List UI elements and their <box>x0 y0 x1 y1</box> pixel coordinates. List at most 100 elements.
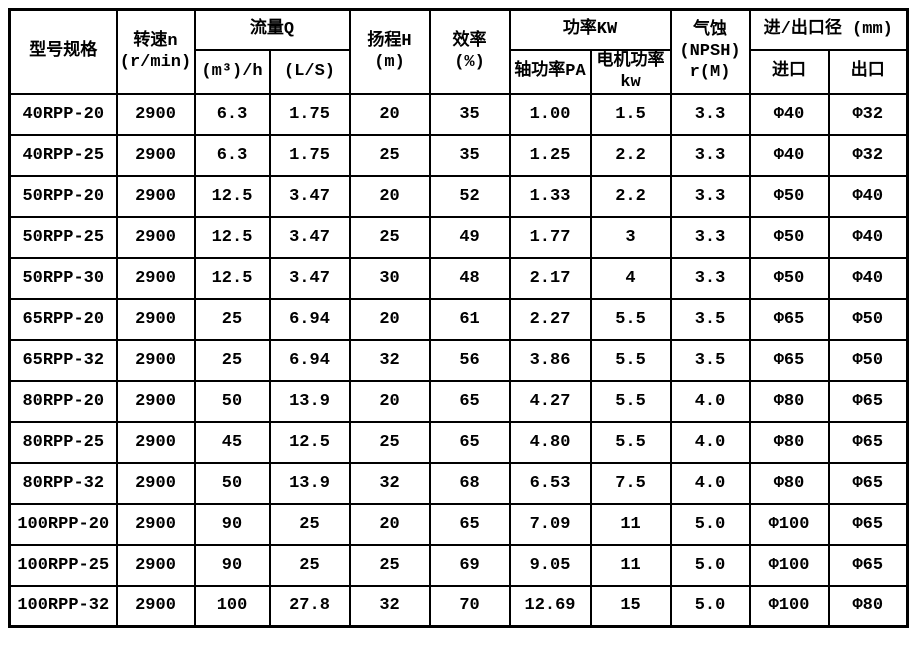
cell-eff: 69 <box>428 543 511 587</box>
speed-label-line1: 转速n <box>133 31 178 51</box>
cell-speed: 2900 <box>115 256 196 300</box>
cell-shaft: 7.09 <box>508 502 592 546</box>
cell-inlet: Φ65 <box>748 338 830 382</box>
cell-inlet: Φ50 <box>748 256 830 300</box>
npsh-label-line2: (NPSH) <box>679 42 741 62</box>
cell-npsh: 5.0 <box>669 502 751 546</box>
motor-power-label-line2: kw <box>620 72 641 92</box>
cell-npsh: 4.0 <box>669 379 751 423</box>
cell-model: 80RPP-25 <box>8 420 118 464</box>
cell-head: 32 <box>348 338 431 382</box>
cell-flow_ls: 3.47 <box>268 215 351 259</box>
table-row: 50RPP-30 2900 12.5 3.47 30 48 2.17 4 3.3 Φ50 Φ40 <box>8 256 909 300</box>
cell-head: 32 <box>348 584 431 628</box>
cell-flow_m3h: 6.3 <box>193 133 271 177</box>
cell-model: 65RPP-20 <box>8 297 118 341</box>
col-header-head: 扬程H (m) <box>348 8 431 95</box>
cell-flow_ls: 1.75 <box>268 92 351 136</box>
cell-head: 20 <box>348 174 431 218</box>
motor-power-label-line1: 电机功率 <box>596 51 665 71</box>
cell-flow_m3h: 6.3 <box>193 92 271 136</box>
cell-eff: 35 <box>428 92 511 136</box>
inout-group-label: 进/出口径 (mm) <box>763 20 893 40</box>
cell-flow_m3h: 25 <box>193 338 271 382</box>
cell-motor: 4 <box>589 256 672 300</box>
cell-outlet: Φ65 <box>827 461 909 505</box>
cell-flow_ls: 13.9 <box>268 379 351 423</box>
npsh-label-line1: 气蚀 <box>693 21 728 41</box>
table-row: 80RPP-32 2900 50 13.9 32 68 6.53 7.5 4.0 Φ80 Φ65 <box>8 461 909 505</box>
cell-shaft: 12.69 <box>508 584 592 628</box>
table-row: 65RPP-32 2900 25 6.94 32 56 3.86 5.5 3.5 Φ65 Φ50 <box>8 338 909 382</box>
col-header-shaft-power: 轴功率PA <box>508 48 592 95</box>
cell-flow_m3h: 90 <box>193 543 271 587</box>
cell-inlet: Φ50 <box>748 174 830 218</box>
cell-shaft: 1.00 <box>508 92 592 136</box>
cell-outlet: Φ65 <box>827 543 909 587</box>
cell-npsh: 4.0 <box>669 420 751 464</box>
col-header-inlet: 进口 <box>748 48 830 95</box>
cell-speed: 2900 <box>115 461 196 505</box>
cell-eff: 49 <box>428 215 511 259</box>
cell-speed: 2900 <box>115 92 196 136</box>
cell-eff: 65 <box>428 420 511 464</box>
cell-shaft: 1.33 <box>508 174 592 218</box>
cell-outlet: Φ65 <box>827 420 909 464</box>
cell-eff: 65 <box>428 502 511 546</box>
cell-outlet: Φ65 <box>827 502 909 546</box>
cell-shaft: 2.27 <box>508 297 592 341</box>
cell-motor: 5.5 <box>589 379 672 423</box>
cell-model: 80RPP-32 <box>8 461 118 505</box>
table-row: 100RPP-20 2900 90 25 20 65 7.09 11 5.0 Φ100 Φ65 <box>8 502 909 546</box>
cell-flow_ls: 27.8 <box>268 584 351 628</box>
cell-speed: 2900 <box>115 338 196 382</box>
cell-head: 25 <box>348 420 431 464</box>
cell-npsh: 4.0 <box>669 461 751 505</box>
cell-inlet: Φ100 <box>748 584 830 628</box>
table-row: 50RPP-20 2900 12.5 3.47 20 52 1.33 2.2 3.3 Φ50 Φ40 <box>8 174 909 218</box>
cell-eff: 65 <box>428 379 511 423</box>
cell-shaft: 2.17 <box>508 256 592 300</box>
cell-npsh: 3.3 <box>669 133 751 177</box>
cell-eff: 56 <box>428 338 511 382</box>
cell-flow_ls: 25 <box>268 543 351 587</box>
cell-inlet: Φ50 <box>748 215 830 259</box>
cell-motor: 7.5 <box>589 461 672 505</box>
cell-flow_m3h: 25 <box>193 297 271 341</box>
cell-npsh: 3.3 <box>669 174 751 218</box>
table-header: 型号规格 转速n (r/min) 流量Q 扬程H (m) 效率 (%) <box>8 8 909 95</box>
cell-model: 40RPP-25 <box>8 133 118 177</box>
cell-outlet: Φ80 <box>827 584 909 628</box>
cell-outlet: Φ50 <box>827 297 909 341</box>
shaft-power-label: 轴功率PA <box>514 62 586 81</box>
cell-flow_ls: 6.94 <box>268 297 351 341</box>
table-row: 100RPP-25 2900 90 25 25 69 9.05 11 5.0 Φ100 Φ65 <box>8 543 909 587</box>
flow-group-label: 流量Q <box>249 20 295 40</box>
cell-flow_m3h: 12.5 <box>193 215 271 259</box>
eff-label-line2: (%) <box>454 52 485 72</box>
cell-model: 100RPP-20 <box>8 502 118 546</box>
flow-m3h-label: (m³)/h <box>201 62 263 81</box>
cell-shaft: 9.05 <box>508 543 592 587</box>
col-header-speed: 转速n (r/min) <box>115 8 196 95</box>
table-row: 40RPP-20 2900 6.3 1.75 20 35 1.00 1.5 3.3 Φ40 Φ32 <box>8 92 909 136</box>
cell-eff: 35 <box>428 133 511 177</box>
cell-motor: 5.5 <box>589 297 672 341</box>
inlet-label: 进口 <box>772 62 807 81</box>
pump-spec-table: 型号规格 转速n (r/min) 流量Q 扬程H (m) 效率 (%) <box>8 8 910 628</box>
cell-motor: 2.2 <box>589 174 672 218</box>
cell-head: 25 <box>348 543 431 587</box>
cell-flow_m3h: 12.5 <box>193 256 271 300</box>
cell-npsh: 3.3 <box>669 92 751 136</box>
cell-eff: 61 <box>428 297 511 341</box>
cell-npsh: 3.3 <box>669 215 751 259</box>
col-header-flow-ls: (L/S) <box>268 48 351 95</box>
cell-flow_m3h: 50 <box>193 379 271 423</box>
cell-flow_ls: 1.75 <box>268 133 351 177</box>
cell-flow_ls: 13.9 <box>268 461 351 505</box>
cell-head: 25 <box>348 215 431 259</box>
cell-shaft: 1.77 <box>508 215 592 259</box>
cell-speed: 2900 <box>115 379 196 423</box>
cell-flow_m3h: 50 <box>193 461 271 505</box>
